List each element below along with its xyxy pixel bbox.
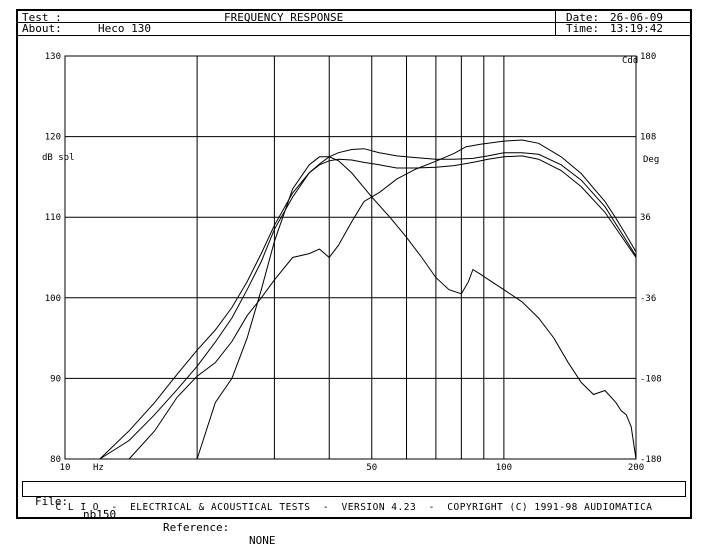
date-label: Date:	[566, 11, 600, 24]
y-tick-label: 90	[50, 374, 61, 384]
plot-frame	[64, 55, 637, 460]
y-tick-label: 120	[45, 133, 61, 143]
frequency-response-chart: 130 120 110 100 90 80 180 108 36 -36 -108 -180 10 Hz 5…	[42, 52, 662, 473]
header-bar: Test : FREQUENCY RESPONSE Date: 26-06-09…	[18, 11, 690, 36]
y2-tick-label: 36	[640, 213, 651, 223]
series-line-3	[128, 139, 637, 460]
y2-tick-label: -108	[640, 374, 662, 384]
y2-tick-label: -36	[640, 294, 656, 304]
about-value: Heco 130	[98, 22, 151, 35]
series-line-1	[99, 148, 637, 460]
y-tick-label: 110	[45, 213, 61, 223]
y2-tick-label: -180	[640, 455, 662, 465]
series-line-2	[99, 155, 637, 460]
test-label: Test :	[22, 11, 62, 24]
header-divider	[555, 11, 556, 35]
y-tick-label: 130	[45, 52, 61, 62]
y-tick-label: 80	[50, 455, 61, 465]
x-tick-label: 10	[60, 463, 71, 473]
y-axis-label-db: dB spl	[42, 153, 75, 163]
time-value: 13:19:42	[610, 22, 663, 35]
chart-title: FREQUENCY RESPONSE	[224, 11, 344, 24]
y2-axis-label: Deg	[643, 155, 659, 165]
file-label: File:	[35, 495, 69, 508]
reference-value: NONE	[249, 534, 276, 547]
x-tick-label: 100	[496, 463, 512, 473]
file-value: nb150	[83, 508, 117, 521]
y2-tick-label: 108	[640, 133, 656, 143]
time-label: Time:	[566, 22, 600, 35]
x-tick-label: Hz	[93, 463, 104, 473]
series-line-4	[196, 156, 637, 460]
y2-tick-label: 180	[640, 52, 656, 62]
copyright-line: C L I O - ELECTRICAL & ACOUSTICAL TESTS …	[55, 502, 653, 513]
y2-unit-label: Cdd	[622, 56, 638, 66]
about-label: About:	[22, 22, 62, 35]
y-tick-label: 100	[45, 294, 61, 304]
header-rule	[18, 22, 690, 23]
x-tick-label: 200	[628, 463, 644, 473]
date-value: 26-06-09	[610, 11, 663, 24]
x-tick-label: 50	[366, 463, 377, 473]
curves	[99, 139, 637, 460]
tick-labels: 130 120 110 100 90 80 180 108 36 -36 -108 -180 10 Hz 5…	[45, 52, 662, 473]
grid	[65, 56, 636, 459]
